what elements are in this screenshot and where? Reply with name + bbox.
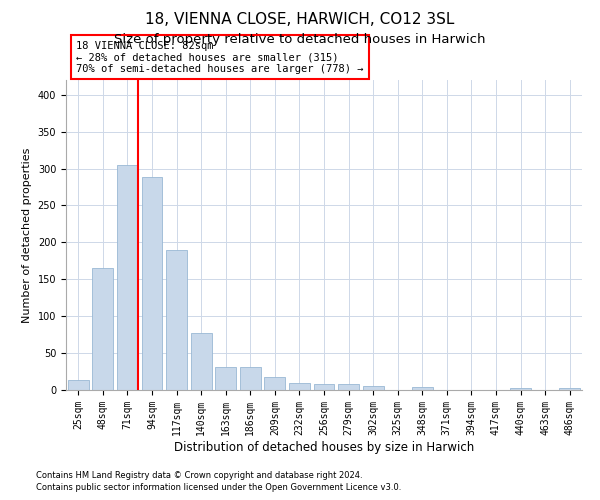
Text: Size of property relative to detached houses in Harwich: Size of property relative to detached ho… [114,32,486,46]
Bar [92,268,113,390]
Bar [68,380,89,390]
Bar [362,386,383,390]
Bar [412,387,433,390]
Bar [117,165,138,390]
Bar [166,250,187,390]
Bar [314,384,334,390]
Text: Contains public sector information licensed under the Open Government Licence v3: Contains public sector information licen… [36,484,401,492]
X-axis label: Distribution of detached houses by size in Harwich: Distribution of detached houses by size … [174,440,474,454]
Y-axis label: Number of detached properties: Number of detached properties [22,148,32,322]
Bar [265,378,286,390]
Bar [240,367,261,390]
Text: 18 VIENNA CLOSE: 82sqm
← 28% of detached houses are smaller (315)
70% of semi-de: 18 VIENNA CLOSE: 82sqm ← 28% of detached… [76,40,364,74]
Bar [191,333,212,390]
Bar [338,384,359,390]
Bar [289,382,310,390]
Text: 18, VIENNA CLOSE, HARWICH, CO12 3SL: 18, VIENNA CLOSE, HARWICH, CO12 3SL [145,12,455,28]
Bar [142,178,163,390]
Bar [510,388,531,390]
Bar [559,388,580,390]
Bar [215,367,236,390]
Text: Contains HM Land Registry data © Crown copyright and database right 2024.: Contains HM Land Registry data © Crown c… [36,471,362,480]
